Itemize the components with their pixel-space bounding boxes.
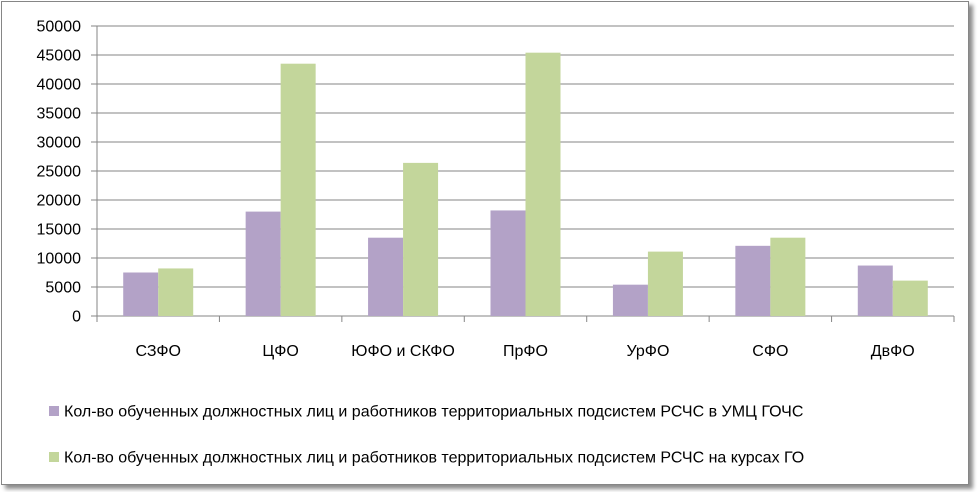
- x-category-label: ЦФО: [262, 343, 298, 360]
- y-tick-label: 0: [72, 309, 81, 326]
- y-tick-label: 20000: [37, 193, 82, 210]
- x-category-label: СФО: [752, 343, 788, 360]
- legend-label-1: Кол-во обученных должностных лиц и работ…: [64, 404, 803, 421]
- legend-label-2: Кол-во обученных должностных лиц и работ…: [64, 450, 804, 467]
- y-tick-label: 15000: [37, 222, 82, 239]
- bar-series-1-3: [490, 210, 526, 316]
- y-tick-label: 25000: [37, 164, 82, 181]
- bar-series-2-1: [280, 63, 316, 317]
- bar-series-1-6: [857, 265, 893, 316]
- y-tick-label: 5000: [45, 280, 81, 297]
- legend-swatch-1: [49, 406, 59, 416]
- bar-series-2-4: [647, 251, 683, 316]
- chart-frame: 0 5000 10000 15000 20000 25000 30000 35000 40000…: [1, 1, 969, 485]
- bar-series-1-2: [368, 237, 404, 316]
- y-tick-label: 10000: [37, 251, 82, 268]
- y-axis-tick-labels: 0 5000 10000 15000 20000 25000 30000 35000 40000…: [37, 19, 82, 326]
- bar-series-2-0: [158, 268, 194, 316]
- bar-chart: 0 5000 10000 15000 20000 25000 30000 35000 40000…: [37, 19, 955, 467]
- bars: [123, 52, 928, 317]
- bar-series-2-6: [892, 280, 928, 316]
- legend: Кол-во обученных должностных лиц и работ…: [49, 404, 804, 467]
- x-axis-category-labels: СЗФО ЦФО ЮФО и СКФО ПрФО УрФО СФО ДвФО: [135, 343, 914, 360]
- bar-series-1-5: [735, 245, 771, 316]
- x-category-label: СЗФО: [135, 343, 180, 360]
- bar-series-2-3: [525, 52, 561, 317]
- bar-series-1-1: [245, 211, 281, 316]
- bar-series-2-5: [770, 237, 806, 316]
- x-category-label: ЮФО и СКФО: [351, 343, 455, 360]
- y-tick-label: 40000: [37, 77, 82, 94]
- bar-series-2-2: [403, 162, 439, 316]
- bar-series-1-4: [612, 284, 648, 316]
- legend-swatch-2: [49, 452, 59, 462]
- y-tick-label: 45000: [37, 48, 82, 65]
- y-tick-label: 50000: [37, 19, 82, 36]
- x-category-label: ДвФО: [871, 343, 915, 360]
- bar-series-1-0: [123, 272, 159, 316]
- x-category-label: ПрФО: [503, 343, 548, 360]
- y-tick-label: 35000: [37, 106, 82, 123]
- y-tick-label: 30000: [37, 135, 82, 152]
- x-category-label: УрФО: [626, 343, 669, 360]
